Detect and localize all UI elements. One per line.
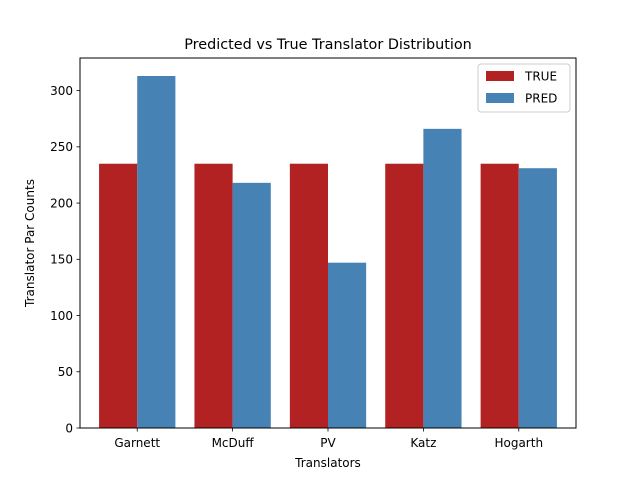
x-tick-label: Garnett: [114, 436, 160, 450]
x-tick-label: Hogarth: [494, 436, 543, 450]
bar-pred-garnett: [137, 75, 176, 428]
x-tick-label: Katz: [410, 436, 436, 450]
chart-title: Predicted vs True Translator Distributio…: [184, 37, 472, 53]
x-tick-label: McDuff: [212, 436, 255, 450]
bar-true-katz: [385, 163, 424, 428]
bar-true-mcduff: [194, 163, 233, 428]
legend-swatch-true: [486, 71, 514, 81]
legend-swatch-pred: [486, 93, 514, 103]
legend-label-pred: PRED: [525, 92, 557, 106]
x-axis: Garnett McDuff PV Katz Hogarth: [114, 428, 543, 450]
y-tick-label: 50: [58, 365, 73, 379]
x-tick-label: PV: [320, 436, 336, 450]
bar-pred-katz: [423, 128, 462, 428]
bar-true-garnett: [99, 163, 138, 428]
plot-frame: [79, 57, 577, 429]
x-axis-label: Translators: [294, 456, 361, 470]
bar-true-pv: [289, 163, 328, 428]
bars-layer: [99, 75, 557, 428]
bar-true-hogarth: [480, 163, 519, 428]
y-axis-label: Translator Par Counts: [23, 179, 37, 308]
y-tick-label: 200: [50, 196, 73, 210]
y-tick-label: 100: [50, 309, 73, 323]
legend-label-true: TRUE: [524, 70, 557, 84]
y-tick-label: 150: [50, 253, 73, 267]
bar-pred-hogarth: [518, 168, 557, 428]
bar-pred-pv: [328, 262, 367, 428]
y-tick-label: 300: [50, 84, 73, 98]
y-tick-label: 0: [65, 421, 73, 435]
y-tick-label: 250: [50, 140, 73, 154]
bar-pred-mcduff: [232, 182, 271, 428]
y-axis: 0 50 100 150 200 250 300: [50, 84, 80, 435]
legend: TRUE PRED: [477, 63, 571, 113]
